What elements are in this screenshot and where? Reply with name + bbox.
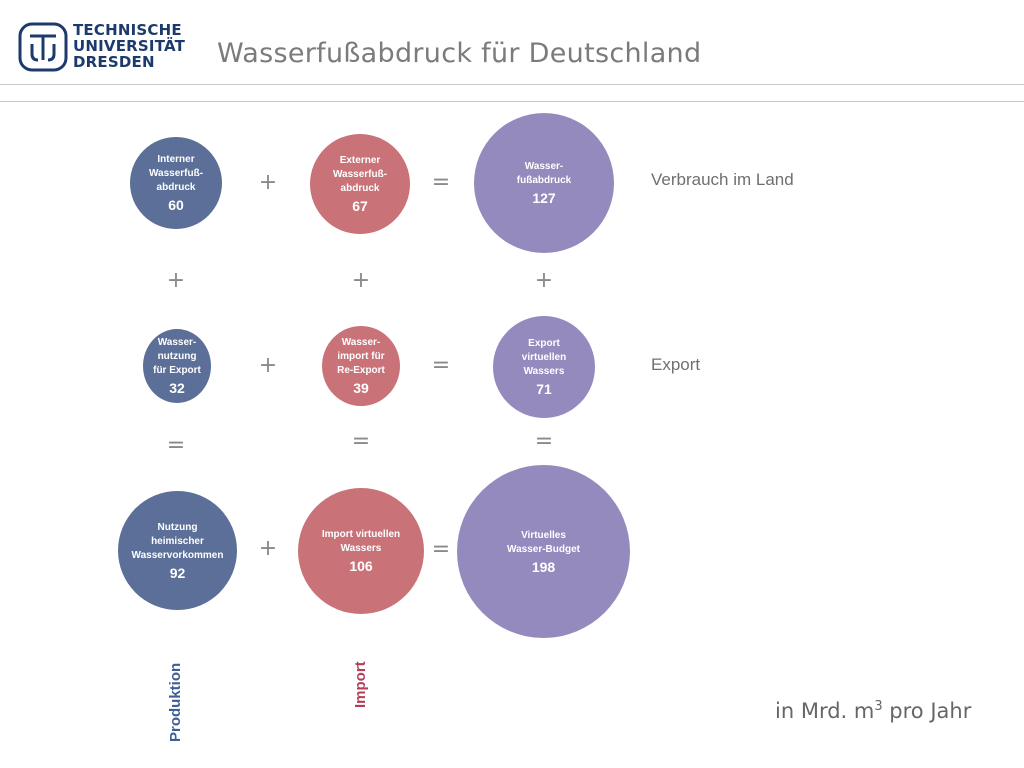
plus-operator: + xyxy=(258,170,278,195)
header-divider-top xyxy=(0,84,1024,85)
plus-operator: + xyxy=(351,268,371,293)
column-label-import: Import xyxy=(352,661,369,708)
equals-operator: = xyxy=(431,170,451,195)
circle-value: 198 xyxy=(531,558,556,575)
plus-operator: + xyxy=(258,353,278,378)
plus-operator: + xyxy=(258,536,278,561)
unit-exponent: 3 xyxy=(874,699,883,714)
logo-line-2: UNIVERSITÄT xyxy=(73,37,186,55)
circle-value: 92 xyxy=(169,564,186,581)
circle-value: 127 xyxy=(532,190,556,206)
header-divider-bottom xyxy=(0,101,1024,102)
unit-note: in Mrd. m3 pro Jahr xyxy=(775,699,971,723)
circle-reexport-import: Wasser- import für Re-Export 39 xyxy=(322,326,400,406)
circle-virtual-export: Export virtuellen Wassers 71 xyxy=(493,316,595,418)
circle-internal-footprint: Interner Wasserfuß- abdruck 60 xyxy=(130,137,222,229)
unit-prefix: in Mrd. m xyxy=(775,699,875,723)
circle-label: Wasser- fußabdruck xyxy=(516,161,572,186)
equals-operator: = xyxy=(351,429,371,454)
circle-value: 32 xyxy=(169,380,185,396)
circle-value: 39 xyxy=(353,380,369,396)
logo-line-3: DRESDEN xyxy=(73,53,155,71)
equals-operator: = xyxy=(534,429,554,454)
row-label-consumption: Verbrauch im Land xyxy=(651,170,794,189)
circle-value: 106 xyxy=(349,558,373,574)
circle-label: Export virtuellen Wassers xyxy=(521,338,567,377)
column-label-production: Produktion xyxy=(167,662,184,742)
tu-logo-icon xyxy=(18,22,68,72)
circle-virtual-water-budget: Virtuelles Wasser-Budget 198 xyxy=(457,465,630,638)
logo-wordmark: TECHNISCHE UNIVERSITÄT DRESDEN xyxy=(73,22,185,70)
circle-domestic-water-use: Nutzung heimischer Wasservorkommen 92 xyxy=(118,491,237,610)
circle-label: Wasser- nutzung für Export xyxy=(153,337,201,376)
circle-label: Virtuelles Wasser-Budget xyxy=(507,529,580,555)
circle-value: 60 xyxy=(168,197,184,213)
row-label-export: Export xyxy=(651,355,701,374)
circle-label: Interner Wasserfuß- abdruck xyxy=(148,154,204,193)
circle-external-footprint: Externer Wasserfuß- abdruck 67 xyxy=(310,134,410,234)
equals-operator: = xyxy=(431,537,451,562)
circle-label: Import virtuellen Wassers xyxy=(321,529,401,554)
plus-operator: + xyxy=(166,268,186,293)
unit-suffix: pro Jahr xyxy=(882,699,972,723)
circle-label: Nutzung heimischer Wasservorkommen xyxy=(131,521,224,561)
circle-water-use-export: Wasser- nutzung für Export 32 xyxy=(143,329,211,403)
equals-operator: = xyxy=(431,353,451,378)
tu-dresden-logo: TECHNISCHE UNIVERSITÄT DRESDEN xyxy=(18,22,188,74)
circle-water-footprint: Wasser- fußabdruck 127 xyxy=(474,113,614,253)
circle-value: 67 xyxy=(352,198,368,214)
plus-operator: + xyxy=(534,268,554,293)
equals-operator: = xyxy=(166,433,186,458)
circle-label: Externer Wasserfuß- abdruck xyxy=(332,155,388,194)
circle-virtual-import: Import virtuellen Wassers 106 xyxy=(298,488,424,614)
circle-value: 71 xyxy=(536,381,552,397)
circle-label: Wasser- import für Re-Export xyxy=(337,337,385,376)
page-title: Wasserfußabdruck für Deutschland xyxy=(217,38,702,69)
logo-line-1: TECHNISCHE xyxy=(73,21,182,39)
